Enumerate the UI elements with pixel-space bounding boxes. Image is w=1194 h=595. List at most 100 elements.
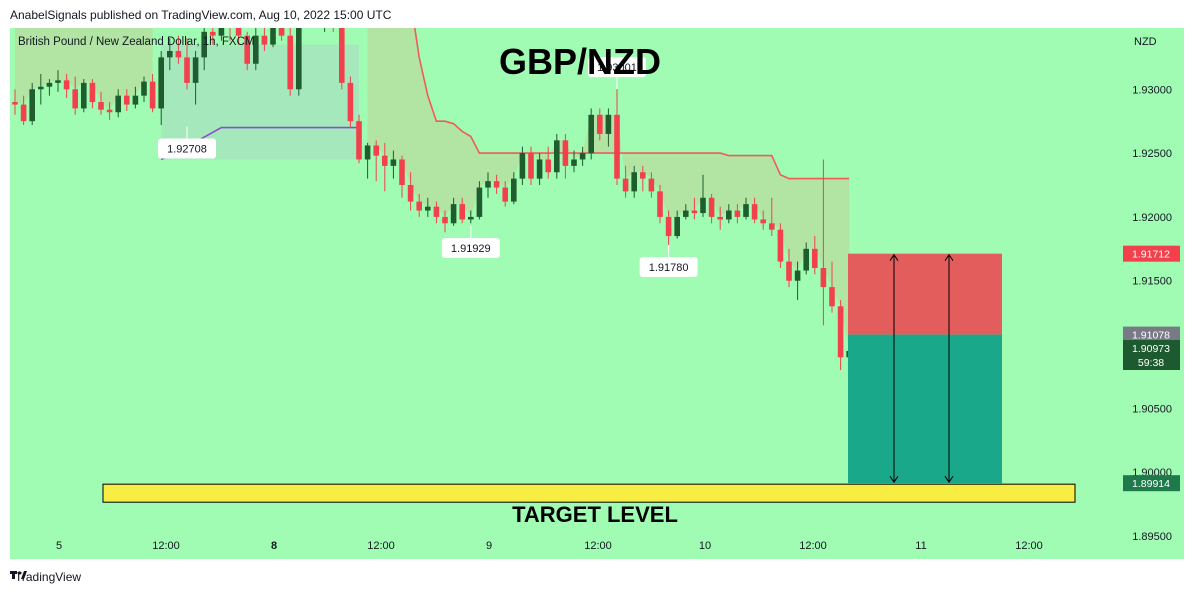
candle-body: [210, 31, 216, 36]
candle-body: [588, 114, 594, 154]
y-tick-label: 1.91500: [1132, 276, 1172, 288]
stop-price-text: 1.91712: [1132, 249, 1170, 261]
y-tick-label: 1.89500: [1132, 531, 1172, 543]
candle-body: [769, 223, 775, 230]
candle-body: [158, 57, 164, 109]
callout-price-label: 1.91780: [649, 262, 689, 274]
candle-body: [218, 28, 225, 36]
candle-body: [81, 82, 87, 109]
stop-price-badge: [1123, 245, 1180, 262]
candlestick-chart[interactable]: 1.92708 1.91929 1.93001 1.91780 1.93000 1.92…: [10, 28, 1184, 559]
candle-body: [20, 104, 27, 122]
x-tick-label: 12:00: [584, 540, 612, 552]
candle-body: [253, 35, 259, 64]
candle-body: [554, 140, 560, 173]
callout-box: [639, 256, 698, 277]
y-tick-label: 1.92500: [1132, 148, 1172, 160]
position-layer: [102, 253, 1076, 503]
candle-body: [356, 121, 362, 160]
x-tick-label: 5: [56, 540, 62, 552]
candle-body: [640, 172, 646, 179]
candle-body: [502, 187, 508, 202]
candle-body: [700, 197, 706, 214]
candle-body: [622, 178, 629, 192]
candle-body: [124, 95, 130, 105]
candle-body: [476, 187, 483, 217]
currency-label: NZD: [1134, 36, 1157, 48]
candle-body: [605, 114, 612, 134]
callout-price-label: 1.91929: [451, 243, 491, 255]
candle-body: [760, 219, 766, 224]
callout-box: [588, 57, 646, 78]
candle-body: [614, 114, 620, 179]
candle-body: [837, 306, 844, 358]
candle-body: [597, 114, 603, 134]
candle-body: [829, 287, 835, 307]
annotations-layer: 1.92708 1.91929 1.93001 1.91780: [158, 57, 698, 277]
axes-layer: 1.930001.925001.920001.915001.910001.905…: [56, 84, 1180, 552]
y-tick-label: 1.90500: [1132, 403, 1172, 415]
candle-body: [184, 57, 190, 83]
measure-arrow-head: [889, 475, 899, 484]
candle-body: [493, 181, 500, 188]
entry-price-text: 1.91078: [1132, 330, 1170, 342]
candle-body: [794, 270, 801, 281]
candle-body: [708, 197, 715, 217]
trailing-stop-fill: [367, 28, 850, 351]
candle-body: [743, 204, 749, 217]
chart-title: GBP/NZD: [499, 41, 661, 82]
candle-body: [734, 210, 741, 217]
candle-body: [115, 95, 121, 113]
y-tick-label: 1.92000: [1132, 212, 1172, 224]
candle-body: [519, 153, 526, 179]
last-price-badge: [1123, 340, 1180, 371]
candle-body: [399, 159, 405, 186]
candle-body: [631, 172, 637, 192]
callout-box: [158, 138, 216, 159]
candle-body: [442, 216, 448, 224]
chart-area[interactable]: 1.92708 1.91929 1.93001 1.91780 1.93000 1.92…: [10, 28, 1184, 559]
candle-body: [244, 35, 250, 64]
candle-body: [347, 82, 354, 122]
candle-body: [373, 145, 379, 156]
candle-body: [382, 155, 388, 166]
last-price-text: 1.90973: [1132, 343, 1170, 355]
candle-body: [192, 57, 199, 83]
candle-body: [63, 80, 70, 90]
x-tick-label: 12:00: [799, 540, 827, 552]
candle-body: [175, 50, 182, 58]
candle-body: [201, 31, 207, 58]
candle-body: [691, 210, 698, 214]
candle-body: [579, 153, 586, 160]
candle-body: [46, 82, 53, 87]
candle-body: [459, 204, 465, 220]
chart-symbol-label: British Pound / New Zealand Dollar, 1h, …: [18, 36, 255, 48]
candle-body: [812, 248, 818, 268]
target-level-label: TARGET LEVEL: [512, 502, 678, 527]
candle-body: [511, 178, 517, 202]
x-tick-label: 10: [699, 540, 711, 552]
candle-body: [55, 80, 61, 83]
candle-body: [674, 216, 680, 237]
candle-body: [261, 35, 268, 45]
target-price-text: 1.89914: [1132, 478, 1170, 490]
candle-body: [29, 89, 35, 122]
x-tick-label: 12:00: [367, 540, 395, 552]
candle-body: [12, 102, 18, 105]
candle-body: [270, 28, 276, 45]
candle-body: [132, 95, 139, 105]
candle-body: [98, 102, 104, 110]
candle-body: [683, 210, 689, 217]
candle-body: [657, 191, 663, 217]
candle-body: [433, 206, 440, 217]
candle-body: [545, 159, 551, 173]
stop-loss-zone: [848, 253, 1002, 335]
candles-layer: [12, 28, 852, 371]
bar-countdown-text: 59:38: [1138, 357, 1164, 369]
candle-body: [278, 28, 285, 36]
candle-body: [141, 81, 147, 96]
candle-body: [425, 206, 431, 211]
target-level-bar: [102, 483, 1076, 503]
candle-body: [726, 210, 732, 220]
x-tick-label: 8: [271, 540, 277, 552]
